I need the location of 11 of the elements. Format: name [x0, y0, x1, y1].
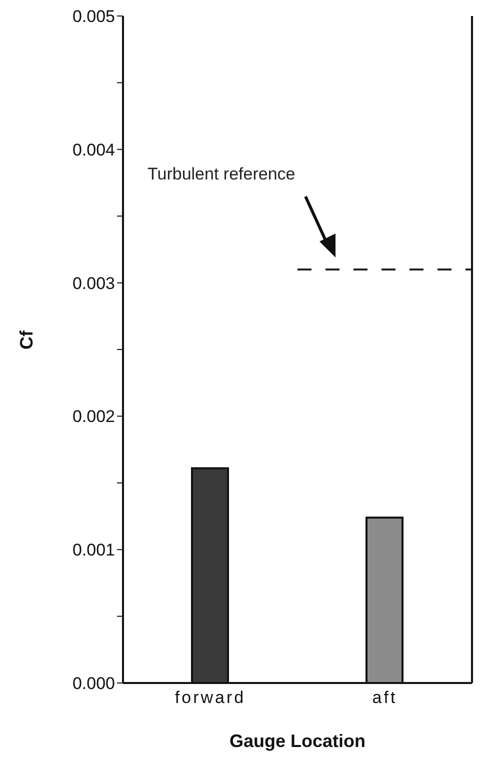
x-tick-label: aft	[372, 688, 398, 708]
y-tick-label: 0.000	[72, 674, 115, 694]
y-axis-title: Cf	[16, 330, 36, 350]
y-tick-label: 0.001	[72, 540, 115, 560]
y-tick-label: 0.005	[72, 7, 115, 26]
y-tick-label: 0.002	[72, 407, 115, 426]
y-tick-label: 0.003	[72, 274, 115, 293]
ref-line-label: Turbulent reference	[148, 164, 296, 184]
y-tick-label: 0.004	[72, 140, 115, 160]
x-tick-label: forward	[174, 688, 246, 708]
x-axis-title: Gauge Location	[229, 731, 366, 751]
